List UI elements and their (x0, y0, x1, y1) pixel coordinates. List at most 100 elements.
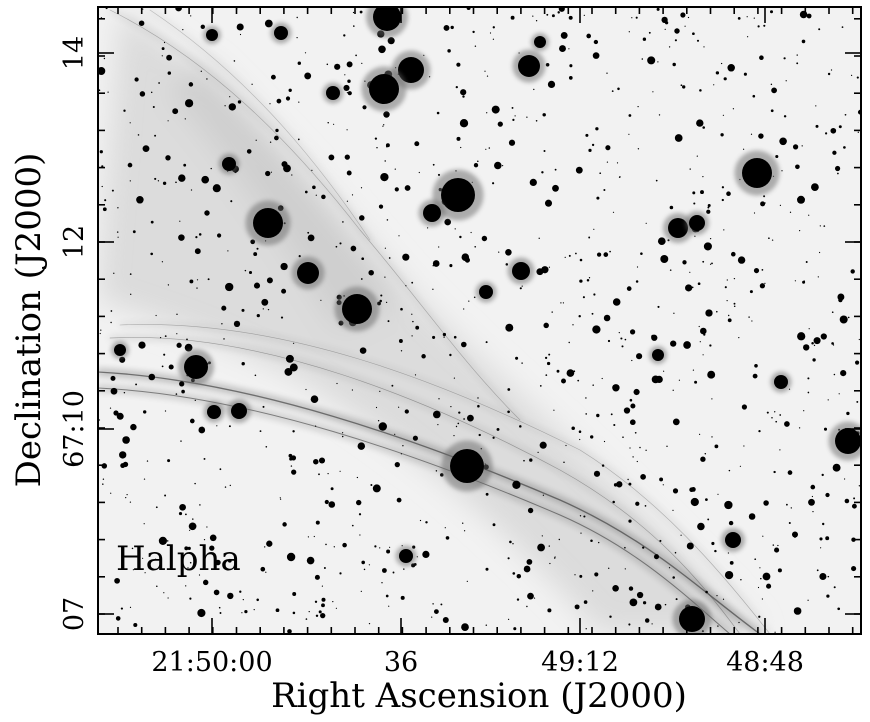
star (274, 135, 279, 141)
star (583, 600, 588, 604)
star (620, 337, 623, 340)
star (703, 242, 712, 251)
star (230, 200, 233, 203)
star (830, 69, 833, 71)
star (241, 308, 245, 312)
star (779, 414, 782, 416)
halpha-image (98, 7, 861, 634)
star (119, 451, 127, 459)
star (519, 425, 522, 428)
star (262, 405, 265, 408)
star (585, 397, 587, 399)
star (384, 160, 386, 162)
star (227, 558, 232, 563)
star (194, 482, 196, 485)
bright-star (291, 256, 325, 290)
star (359, 10, 363, 14)
star (551, 14, 555, 18)
star (321, 597, 326, 602)
star (192, 518, 194, 520)
star (216, 425, 218, 427)
star (771, 239, 774, 241)
star (185, 585, 187, 587)
star (568, 254, 571, 257)
star (700, 456, 706, 462)
star (221, 305, 227, 311)
star (466, 580, 468, 583)
star (662, 484, 664, 486)
star (455, 425, 458, 428)
star (324, 499, 329, 505)
star (256, 598, 259, 602)
star (628, 623, 631, 626)
star (766, 583, 772, 589)
star (521, 362, 523, 364)
star (807, 391, 810, 394)
star (144, 572, 146, 574)
star (195, 236, 198, 239)
star (394, 461, 400, 468)
star (617, 87, 620, 91)
star (419, 519, 422, 522)
star (386, 145, 388, 148)
star (403, 568, 405, 570)
star (612, 500, 615, 504)
star (770, 10, 773, 14)
star (593, 39, 599, 45)
star (544, 356, 548, 360)
star (629, 398, 633, 402)
star (275, 128, 279, 133)
star (391, 384, 394, 387)
star (521, 285, 523, 287)
star (259, 430, 262, 433)
bright-star (432, 169, 484, 221)
star (727, 552, 730, 554)
star (313, 535, 315, 538)
star (707, 204, 711, 207)
star (595, 127, 599, 131)
star (374, 545, 377, 548)
star (610, 413, 613, 416)
star (453, 335, 457, 339)
star (619, 176, 621, 178)
star (339, 242, 342, 245)
star (120, 607, 123, 610)
star (432, 260, 440, 267)
star (463, 530, 466, 532)
star (392, 571, 395, 574)
star (443, 336, 445, 338)
star (533, 597, 536, 599)
star (400, 307, 403, 311)
star (853, 497, 856, 500)
star (682, 85, 686, 89)
star (183, 163, 187, 167)
star (138, 341, 146, 349)
star (315, 520, 320, 525)
star (757, 25, 760, 28)
star (542, 113, 546, 117)
star (788, 388, 791, 390)
star (843, 146, 846, 149)
star (461, 253, 470, 261)
star (463, 308, 465, 310)
star (165, 155, 171, 161)
star (398, 339, 403, 343)
star (801, 145, 803, 147)
star (402, 445, 404, 447)
star (727, 64, 735, 72)
star (386, 549, 391, 554)
star (270, 74, 276, 80)
star (219, 612, 222, 614)
star (378, 204, 384, 209)
star (361, 257, 365, 261)
star (657, 61, 659, 63)
star (282, 522, 287, 527)
star (332, 600, 334, 603)
star (264, 546, 266, 548)
star (218, 606, 221, 609)
star (432, 335, 436, 339)
star (851, 566, 857, 572)
star (342, 432, 344, 434)
star (398, 235, 400, 237)
star (288, 453, 293, 458)
